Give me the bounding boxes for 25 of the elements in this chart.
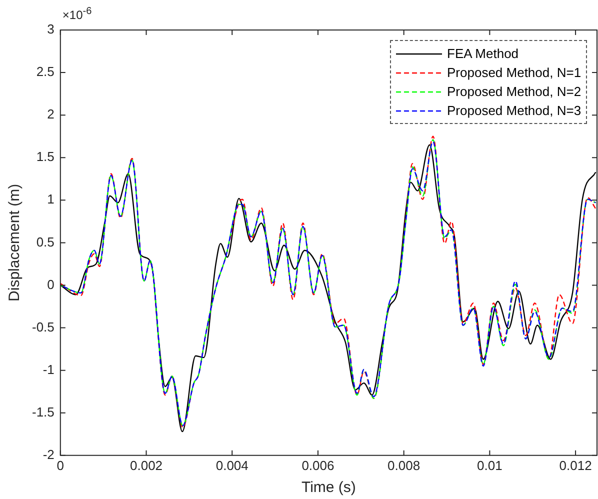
y-tick-label: 1.5: [36, 149, 54, 164]
text: ×10$^{-6}$: [62, 6, 92, 22]
y-tick-label: -0.5: [32, 319, 54, 334]
y-tick-label: -1.5: [32, 404, 54, 420]
legend-label: Proposed Method, N=3: [447, 102, 582, 120]
y-tick-label: -2: [42, 446, 54, 462]
legend-label: Proposed Method, N=1: [447, 64, 582, 82]
y-tick-label: -1: [42, 362, 54, 377]
x-tick-label: 0.006: [302, 458, 334, 473]
x-axis-title: Time (s): [301, 479, 356, 496]
x-tick-label: 0.004: [216, 458, 248, 473]
y-tick-label: 3: [47, 22, 54, 37]
x-tick-label: 0.012: [559, 458, 592, 473]
y-tick-label: 2: [47, 106, 54, 122]
y-axis-title: Displacement (m): [6, 184, 24, 302]
legend-label: FEA Method: [447, 45, 519, 63]
y-tick-label: 0.5: [36, 234, 54, 250]
legend-label: Proposed Method, N=2: [447, 83, 582, 101]
x-tick-label: 0: [56, 458, 64, 473]
x-tick-label: 0.002: [130, 458, 163, 473]
y-tick-label: 0: [47, 276, 54, 292]
y-tick-label: 2.5: [36, 64, 54, 80]
x-tick-label: 0.008: [388, 458, 420, 473]
x-tick-label: 0.01: [477, 458, 502, 473]
y-tick-label: 1: [47, 192, 54, 207]
